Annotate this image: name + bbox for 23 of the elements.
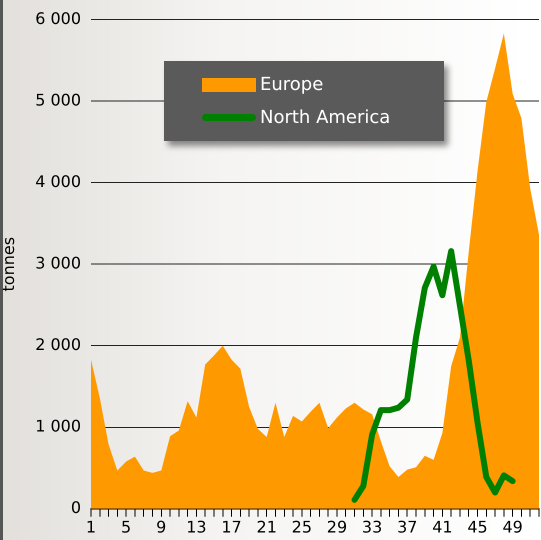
y-tick-label: 2 000 <box>35 334 82 354</box>
x-tick-label: 5 <box>121 518 132 537</box>
x-tick-label: 37 <box>397 518 418 537</box>
x-tick-label: 13 <box>186 518 207 537</box>
x-tick-label: 41 <box>432 518 453 537</box>
y-tick-label: 1 000 <box>35 416 82 436</box>
y-tick-label: 3 000 <box>35 253 82 272</box>
y-tick-label: 6 000 <box>35 8 82 28</box>
x-tick-label: 25 <box>292 518 312 537</box>
x-tick-label: 1 <box>86 518 96 537</box>
y-tick-label: 0 <box>70 498 82 517</box>
legend-label: Europe <box>260 74 324 95</box>
legend-label: North America <box>260 107 390 128</box>
x-tick-label: 49 <box>502 518 523 537</box>
y-tick-label: 5 000 <box>35 90 82 110</box>
x-tick-label: 33 <box>362 518 382 537</box>
x-tick-label: 9 <box>156 518 166 537</box>
x-tick-label: 17 <box>221 518 242 537</box>
y-tick-label: 4 000 <box>35 172 82 191</box>
x-tick-label: 21 <box>256 518 277 537</box>
x-tick-label: 29 <box>326 518 348 537</box>
y-axis-title: tonnes <box>0 236 18 292</box>
x-tick-label: 45 <box>467 518 488 537</box>
